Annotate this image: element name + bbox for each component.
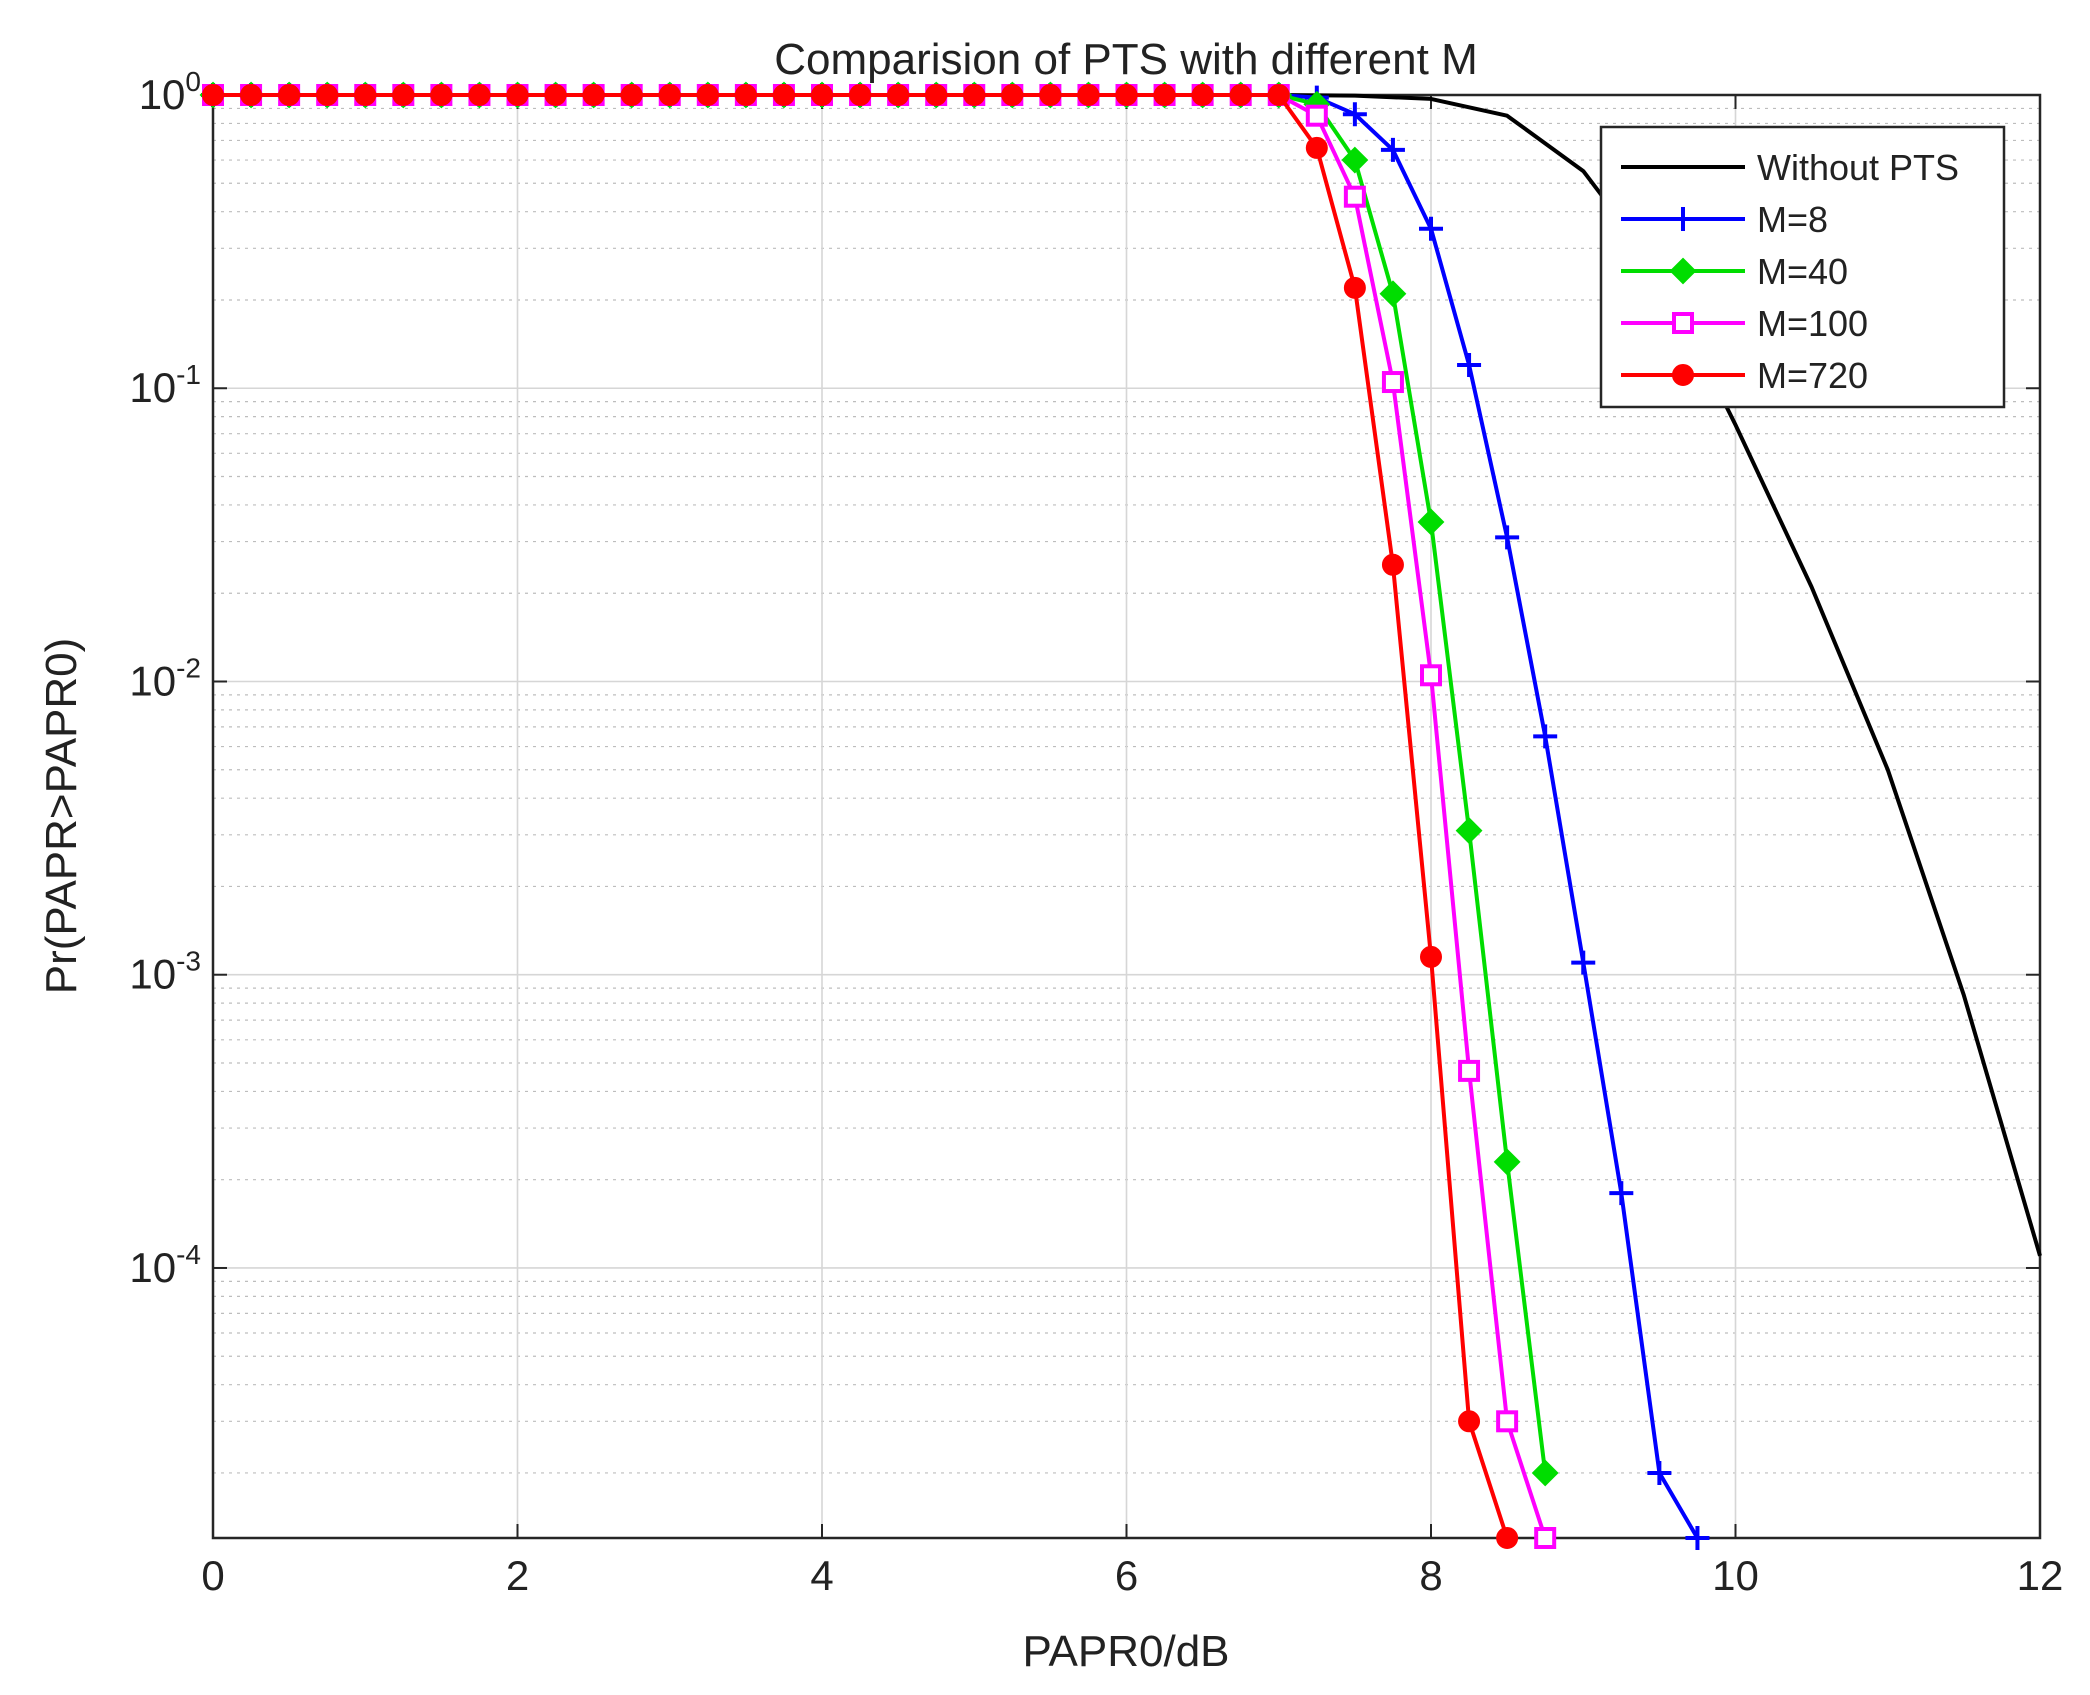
legend-marker-m-100 — [1672, 312, 1694, 334]
data-point-m-8 — [1571, 950, 1596, 975]
legend-entry-m-8: M=8 — [1621, 199, 1828, 240]
data-point-m-100 — [1381, 371, 1404, 394]
x-tick-label: 10 — [1712, 1552, 1759, 1599]
x-tick-label: 2 — [506, 1552, 529, 1599]
data-point-m-720 — [658, 84, 681, 106]
data-point-m-8 — [1609, 1181, 1634, 1206]
data-point-m-8 — [1419, 216, 1443, 241]
data-point-m-720 — [1001, 84, 1024, 106]
data-point-m-40 — [1417, 508, 1445, 536]
legend-marker-m-8 — [1671, 207, 1695, 231]
data-point-m-720 — [772, 84, 795, 106]
data-point-m-720 — [354, 84, 377, 106]
y-tick-label: 10-2 — [129, 652, 201, 704]
data-point-m-8 — [1647, 1460, 1672, 1485]
data-point-m-720 — [468, 84, 491, 106]
legend-marker-m-40 — [1669, 257, 1697, 285]
y-tick-label: 10-4 — [129, 1239, 201, 1291]
data-point-m-40 — [1531, 1459, 1559, 1487]
data-point-m-720 — [887, 84, 910, 106]
x-tick-label: 4 — [810, 1552, 833, 1599]
legend-label-m-100: M=100 — [1757, 303, 1868, 344]
y-tick-label: 10-1 — [129, 359, 201, 411]
data-point-m-8 — [1495, 525, 1520, 550]
x-axis-ticks: 0 2 4 6 8 10 12 — [201, 95, 2063, 1599]
legend-label-m-720: M=720 — [1757, 355, 1868, 396]
data-point-m-720 — [1039, 84, 1062, 106]
y-tick-label: 100 — [139, 66, 201, 118]
data-point-m-720 — [925, 84, 948, 106]
data-point-m-100 — [1534, 1527, 1557, 1549]
legend-entry-m-100: M=100 — [1621, 303, 1868, 344]
legend-label-m-8: M=8 — [1757, 199, 1828, 240]
data-point-m-720 — [849, 84, 872, 106]
data-point-m-720 — [1115, 84, 1138, 106]
data-point-m-40 — [1493, 1148, 1521, 1176]
data-point-m-720 — [430, 84, 453, 106]
data-point-m-40 — [1455, 817, 1483, 845]
data-point-m-8 — [1685, 1526, 1710, 1550]
y-axis-ticks: 100 10-1 10-2 10-3 10-4 — [129, 66, 2040, 1291]
data-point-m-720 — [278, 84, 301, 106]
data-point-m-720 — [1153, 84, 1176, 106]
data-point-m-40 — [1379, 280, 1407, 308]
data-point-m-720 — [1343, 276, 1366, 299]
data-point-m-720 — [734, 84, 757, 106]
data-point-m-100 — [1343, 185, 1366, 208]
data-point-m-720 — [963, 84, 986, 106]
data-point-m-720 — [240, 84, 263, 106]
y-axis-label: Pr(PAPR>PAPR0) — [37, 638, 86, 995]
data-point-m-720 — [1496, 1527, 1519, 1549]
chart-title: Comparision of PTS with different M — [774, 35, 1477, 84]
data-point-m-8 — [1457, 353, 1482, 378]
data-point-m-720 — [1458, 1410, 1481, 1433]
data-point-m-720 — [1420, 945, 1442, 968]
data-point-m-720 — [544, 84, 567, 106]
data-point-m-8 — [1533, 724, 1558, 749]
data-point-m-720 — [1305, 136, 1328, 159]
data-point-m-8 — [1342, 102, 1367, 127]
legend-entry-without-pts: Without PTS — [1621, 147, 1959, 188]
data-point-m-8 — [1380, 137, 1405, 162]
series-layer — [199, 81, 2042, 1550]
data-point-m-40 — [1341, 146, 1369, 174]
legend-entry-m-40: M=40 — [1621, 251, 1848, 292]
data-point-m-100 — [1458, 1059, 1481, 1082]
legend-box — [1599, 125, 2006, 409]
legend: Without PTS M=8 M=40 M=100 M=720 — [1599, 125, 2006, 409]
legend-marker-m-720 — [1672, 364, 1694, 386]
data-point-m-100 — [1305, 104, 1328, 127]
y-tick-label: 10-3 — [129, 946, 201, 998]
x-tick-label: 0 — [201, 1552, 224, 1599]
data-point-m-720 — [1229, 84, 1252, 106]
x-tick-label: 6 — [1115, 1552, 1138, 1599]
data-point-m-720 — [620, 84, 643, 106]
legend-entry-m-720: M=720 — [1621, 355, 1868, 396]
data-point-m-720 — [316, 84, 339, 106]
x-tick-label: 12 — [2017, 1552, 2064, 1599]
data-point-m-720 — [1381, 553, 1404, 576]
x-axis-label: PAPR0/dB — [1022, 1627, 1229, 1676]
data-point-m-720 — [696, 84, 719, 106]
legend-label-m-40: M=40 — [1757, 251, 1848, 292]
x-tick-label: 8 — [1419, 1552, 1442, 1599]
data-point-m-100 — [1420, 664, 1442, 687]
data-point-m-720 — [582, 84, 605, 106]
data-point-m-720 — [392, 84, 415, 106]
data-point-m-100 — [1496, 1410, 1519, 1433]
data-point-m-720 — [1077, 84, 1100, 106]
data-point-m-720 — [811, 84, 833, 106]
legend-label-without-pts: Without PTS — [1757, 147, 1959, 188]
data-point-m-720 — [1191, 84, 1214, 106]
data-point-m-720 — [506, 84, 529, 106]
data-point-m-720 — [1267, 84, 1290, 106]
legend-items: Without PTS M=8 M=40 M=100 M=720 — [1621, 147, 1959, 396]
series-m-720 — [202, 84, 1519, 1549]
data-point-m-720 — [202, 84, 224, 106]
